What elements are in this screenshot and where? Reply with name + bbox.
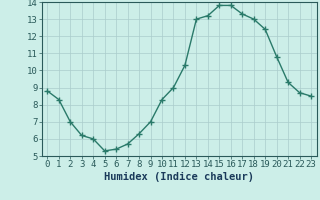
X-axis label: Humidex (Indice chaleur): Humidex (Indice chaleur): [104, 172, 254, 182]
